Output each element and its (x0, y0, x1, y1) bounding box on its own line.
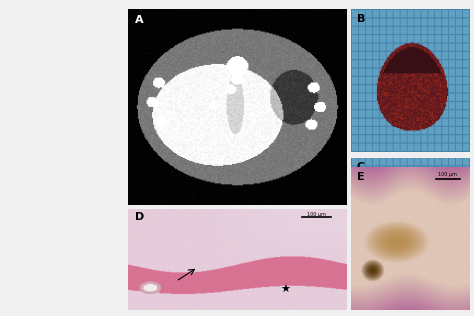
Text: ★: ★ (280, 284, 290, 295)
Text: A: A (135, 15, 143, 25)
Text: 100 μm: 100 μm (307, 212, 326, 216)
Text: 100 μm: 100 μm (438, 172, 457, 177)
Text: D: D (135, 212, 144, 222)
Text: B: B (356, 14, 365, 24)
Text: C: C (356, 162, 365, 172)
Text: E: E (356, 172, 365, 182)
